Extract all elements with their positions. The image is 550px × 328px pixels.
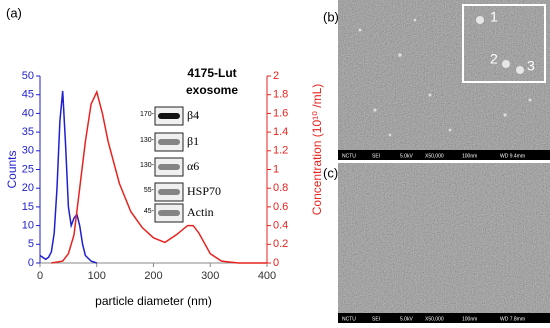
- info-text: 100nm: [462, 316, 477, 322]
- y-tick-label: 40: [22, 107, 34, 119]
- info-text: X50,000: [425, 153, 444, 159]
- blot-band: [158, 189, 180, 195]
- blot-band: [158, 210, 180, 216]
- y2-tick-label: 0.8: [273, 182, 288, 194]
- blot-band: [158, 139, 180, 145]
- x-tick-label: 300: [201, 270, 219, 282]
- x-tick-label: 200: [144, 270, 162, 282]
- info-text: X50,000: [425, 316, 444, 322]
- y-tick-label: 25: [22, 163, 34, 175]
- blot-label: HSP70: [187, 184, 221, 198]
- x-tick-label: 100: [88, 270, 106, 282]
- blot-band: [158, 164, 180, 170]
- y2-axis-label: Concentration (10¹⁰ /mL): [310, 84, 324, 216]
- info-text: 5.0kV: [400, 153, 413, 159]
- y2-tick-label: 1.6: [273, 107, 288, 119]
- info-text: SEI: [372, 316, 380, 322]
- info-text: WD 7.8mm: [500, 316, 525, 322]
- panel-label: (b): [323, 9, 339, 24]
- y-tick-label: 10: [22, 220, 34, 232]
- y2-tick-label: 0.2: [273, 238, 288, 250]
- y2-tick-label: 0.6: [273, 201, 288, 213]
- data-line: [51, 89, 267, 264]
- info-text: NCTU: [342, 316, 356, 322]
- y-tick-label: 20: [22, 182, 34, 194]
- blot-title: 4175-Lut: [187, 66, 236, 80]
- y-tick-label: 50: [22, 70, 34, 82]
- blot-label: Actin: [187, 205, 214, 219]
- y2-tick-label: 0.4: [273, 220, 288, 232]
- blot-marker: 45-: [144, 208, 155, 215]
- blot-subtitle: exosome: [186, 83, 238, 97]
- x-tick-label: 400: [258, 270, 276, 282]
- info-text: NCTU: [342, 153, 356, 159]
- blot-marker: 130-: [140, 162, 155, 169]
- blot-marker: 55-: [144, 187, 155, 194]
- y-tick-label: 35: [22, 126, 34, 138]
- info-text: 5.0kV: [400, 316, 413, 322]
- inset-particles: [476, 16, 524, 74]
- panel-label: (c): [323, 165, 338, 180]
- y2-tick-label: 2: [273, 70, 279, 82]
- blot-label: α6: [187, 159, 199, 173]
- sem-texture: [338, 163, 550, 323]
- y-axis-label: Counts: [5, 150, 19, 188]
- info-bar: [338, 150, 550, 160]
- blot-marker: 170-: [140, 111, 155, 118]
- blot-label: β4: [187, 108, 199, 122]
- x-tick-label: 0: [37, 270, 43, 282]
- info-text: SEI: [372, 153, 380, 159]
- inset-label: 1: [490, 9, 498, 25]
- y2-tick-label: 1.2: [273, 145, 288, 157]
- blot-label: β1: [187, 134, 199, 148]
- y-tick-label: 15: [22, 201, 34, 213]
- inset-box: [462, 4, 546, 83]
- sem-texture: [338, 0, 550, 160]
- inset-label: 2: [490, 51, 498, 67]
- y-tick-label: 0: [28, 257, 34, 269]
- info-text: WD 9.4mm: [500, 153, 525, 159]
- y-tick-label: 45: [22, 89, 34, 101]
- blot-marker: 130-: [140, 137, 155, 144]
- info-bar: [338, 313, 550, 323]
- y2-tick-label: 1: [273, 163, 279, 175]
- data-line: [39, 90, 98, 264]
- info-text: 100nm: [462, 153, 477, 159]
- inset-label: 3: [527, 58, 535, 74]
- y2-tick-label: 1.4: [273, 126, 288, 138]
- y-tick-label: 30: [22, 145, 34, 157]
- y2-tick-label: 0: [273, 257, 279, 269]
- particles: [358, 18, 532, 137]
- y2-tick-label: 1.8: [273, 89, 288, 101]
- y-tick-label: 5: [28, 238, 34, 250]
- panel-label: (a): [6, 5, 22, 20]
- x-axis-label: particle diameter (nm): [95, 294, 212, 308]
- blot-band: [158, 113, 180, 119]
